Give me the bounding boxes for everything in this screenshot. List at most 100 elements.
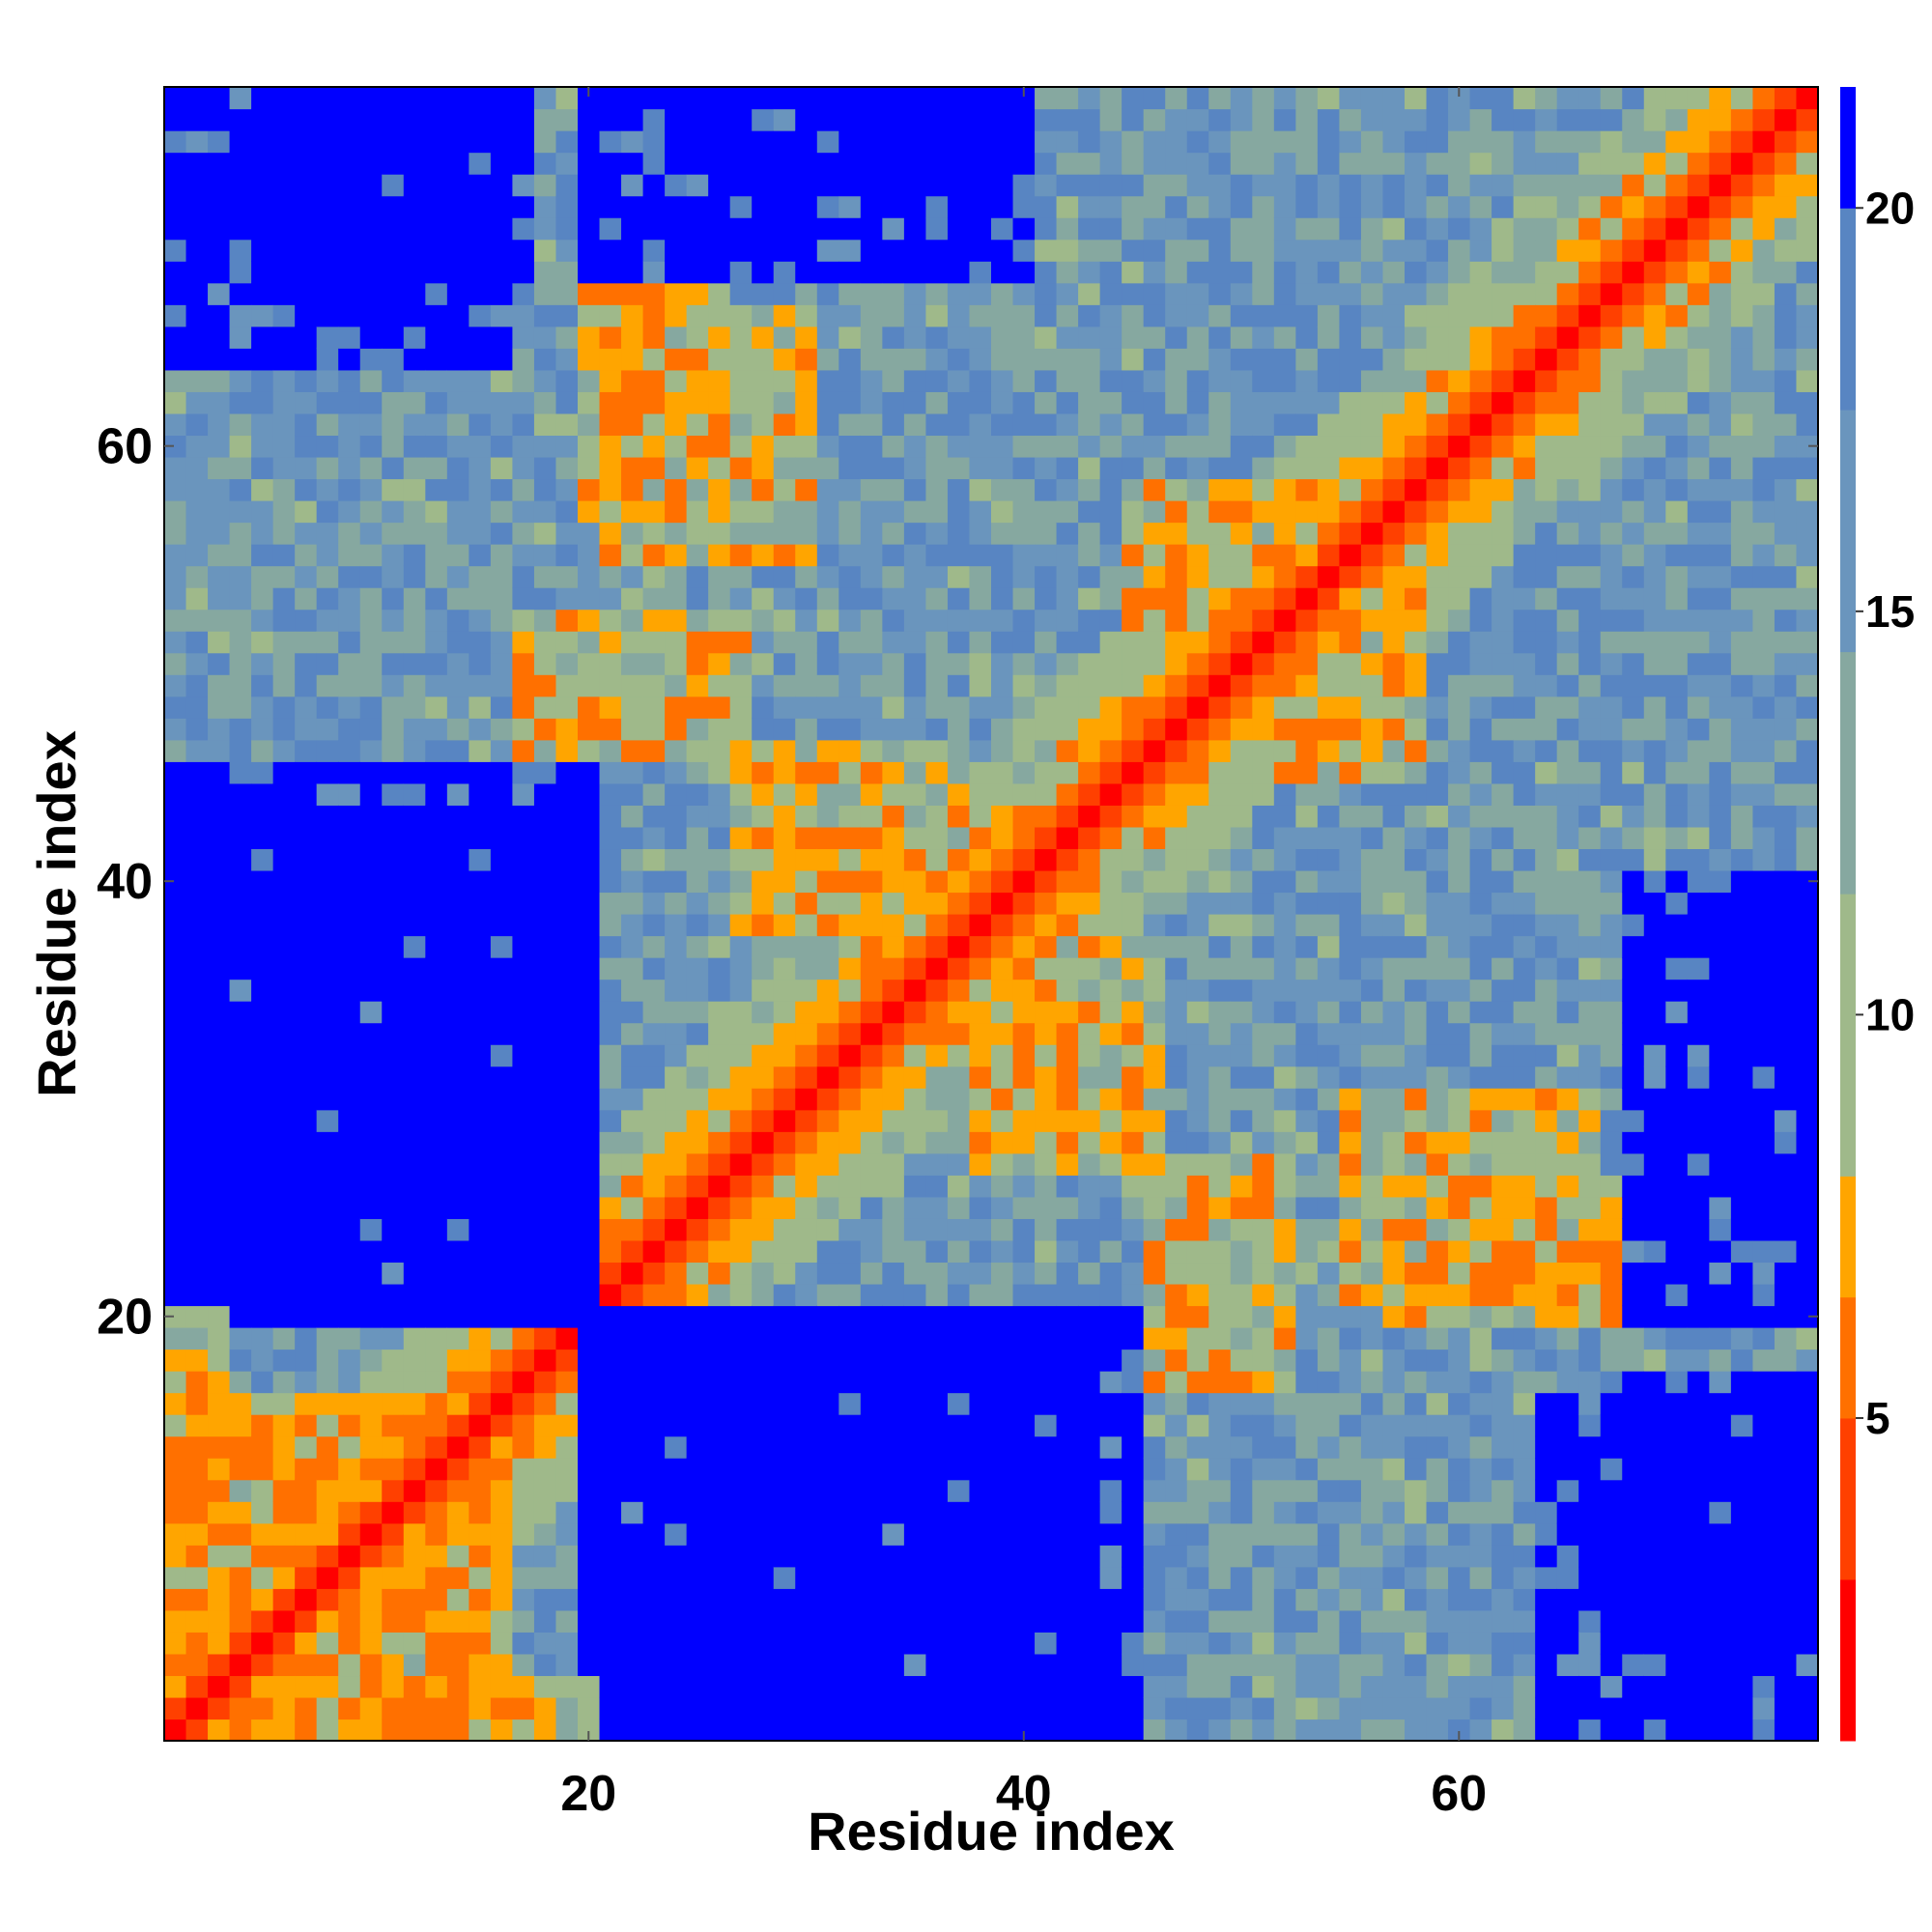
heatmap-cell: [621, 782, 644, 806]
heatmap-cell: [1012, 1414, 1036, 1437]
heatmap-cell: [969, 1566, 992, 1589]
heatmap-cell: [969, 652, 992, 675]
heatmap-cell: [1535, 1609, 1558, 1633]
heatmap-cell: [882, 1001, 905, 1024]
heatmap-cell: [185, 1022, 209, 1045]
heatmap-cell: [1099, 282, 1122, 305]
heatmap-cell: [882, 979, 905, 1002]
heatmap-cell: [1012, 565, 1036, 588]
heatmap-cell: [1078, 304, 1101, 327]
heatmap-cell: [1578, 1262, 1602, 1285]
heatmap-cell: [295, 261, 318, 284]
heatmap-cell: [1186, 696, 1209, 719]
heatmap-cell: [164, 1588, 187, 1611]
heatmap-cell: [512, 1392, 535, 1415]
heatmap-cell: [1535, 522, 1558, 545]
heatmap-cell: [795, 1545, 818, 1568]
heatmap-cell: [382, 1239, 405, 1264]
heatmap-cell: [1208, 1719, 1232, 1742]
heatmap-cell: [1405, 674, 1428, 697]
heatmap-cell: [642, 1175, 666, 1198]
heatmap-cell: [164, 1044, 187, 1067]
heatmap-cell: [708, 1653, 731, 1677]
heatmap-cell: [1492, 1044, 1515, 1067]
heatmap-cell: [969, 1239, 992, 1264]
heatmap-cell: [446, 652, 469, 675]
heatmap-cell: [708, 412, 731, 437]
heatmap-cell: [555, 565, 579, 588]
heatmap-cell: [838, 848, 862, 871]
heatmap-cell: [1578, 848, 1602, 871]
heatmap-cell: [316, 782, 339, 806]
heatmap-cell: [947, 1088, 971, 1111]
heatmap-cell: [446, 326, 469, 349]
heatmap-cell: [425, 892, 448, 915]
heatmap-cell: [164, 1218, 187, 1241]
heatmap-cell: [1295, 1305, 1319, 1328]
heatmap-cell: [512, 848, 535, 871]
heatmap-cell: [1382, 87, 1406, 110]
heatmap-cell: [533, 348, 557, 371]
heatmap-cell: [1405, 631, 1428, 654]
heatmap-cell: [1556, 1653, 1579, 1677]
heatmap-cell: [642, 522, 666, 545]
heatmap-cell: [686, 782, 709, 806]
heatmap-cell: [1165, 1109, 1188, 1132]
heatmap-cell: [359, 435, 383, 458]
heatmap-cell: [991, 1588, 1014, 1611]
heatmap-cell: [1035, 174, 1058, 197]
heatmap-cell: [229, 1479, 252, 1502]
heatmap-cell: [1426, 848, 1449, 871]
heatmap-cell: [991, 696, 1014, 719]
heatmap-cell: [1513, 544, 1536, 567]
heatmap-cell: [425, 1522, 448, 1546]
heatmap-cell: [555, 869, 579, 894]
heatmap-cell: [1382, 587, 1406, 611]
heatmap-cell: [272, 1501, 296, 1524]
heatmap-cell: [490, 500, 514, 524]
heatmap-cell: [882, 1719, 905, 1742]
heatmap-cell: [469, 261, 492, 284]
heatmap-cell: [1252, 217, 1275, 241]
heatmap-cell: [1317, 1152, 1341, 1176]
heatmap-cell: [1099, 782, 1122, 806]
heatmap-cell: [251, 174, 274, 197]
heatmap-cell: [665, 914, 688, 937]
heatmap-cell: [642, 1522, 666, 1546]
heatmap-cell: [338, 1522, 361, 1546]
heatmap-cell: [752, 782, 775, 806]
heatmap-cell: [1295, 1022, 1319, 1045]
heatmap-cell: [1078, 1435, 1101, 1459]
heatmap-cell: [1578, 1022, 1602, 1045]
heatmap-cell: [903, 1262, 927, 1285]
heatmap-cell: [1099, 1653, 1122, 1677]
heatmap-cell: [1056, 1001, 1079, 1024]
heatmap-cell: [1426, 869, 1449, 894]
heatmap-cell: [1448, 1065, 1471, 1089]
heatmap-cell: [1143, 412, 1166, 437]
heatmap-cell: [208, 174, 231, 197]
heatmap-cell: [642, 130, 666, 154]
heatmap-cell: [752, 935, 775, 958]
heatmap-cell: [1492, 1501, 1515, 1524]
heatmap-cell: [490, 282, 514, 305]
heatmap-cell: [555, 1609, 579, 1633]
heatmap-cell: [1578, 1545, 1602, 1568]
heatmap-cell: [295, 869, 318, 894]
heatmap-cell: [729, 1588, 753, 1611]
heatmap-cell: [359, 1501, 383, 1524]
heatmap-cell: [1405, 1283, 1428, 1307]
heatmap-cell: [838, 326, 862, 349]
heatmap-cell: [1556, 1196, 1579, 1219]
heatmap-cell: [947, 1458, 971, 1481]
heatmap-cell: [729, 391, 753, 414]
heatmap-cell: [1273, 1458, 1296, 1481]
heatmap-cell: [164, 1414, 187, 1437]
heatmap-cell: [208, 1305, 231, 1328]
heatmap-cell: [1317, 391, 1341, 414]
heatmap-cell: [1208, 1088, 1232, 1111]
heatmap-cell: [729, 412, 753, 437]
heatmap-cell: [490, 718, 514, 741]
heatmap-cell: [1252, 130, 1275, 154]
heatmap-cell: [1230, 261, 1253, 284]
